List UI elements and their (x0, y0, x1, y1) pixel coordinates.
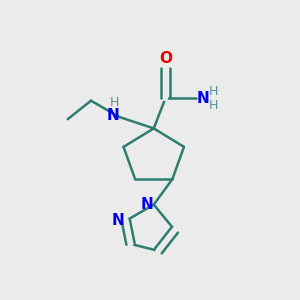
Text: N: N (197, 91, 209, 106)
Text: N: N (141, 197, 154, 212)
Text: H: H (208, 85, 218, 98)
Text: O: O (159, 51, 172, 66)
Text: H: H (208, 99, 218, 112)
Text: N: N (106, 108, 119, 123)
Text: N: N (112, 213, 125, 228)
Text: H: H (110, 97, 119, 110)
